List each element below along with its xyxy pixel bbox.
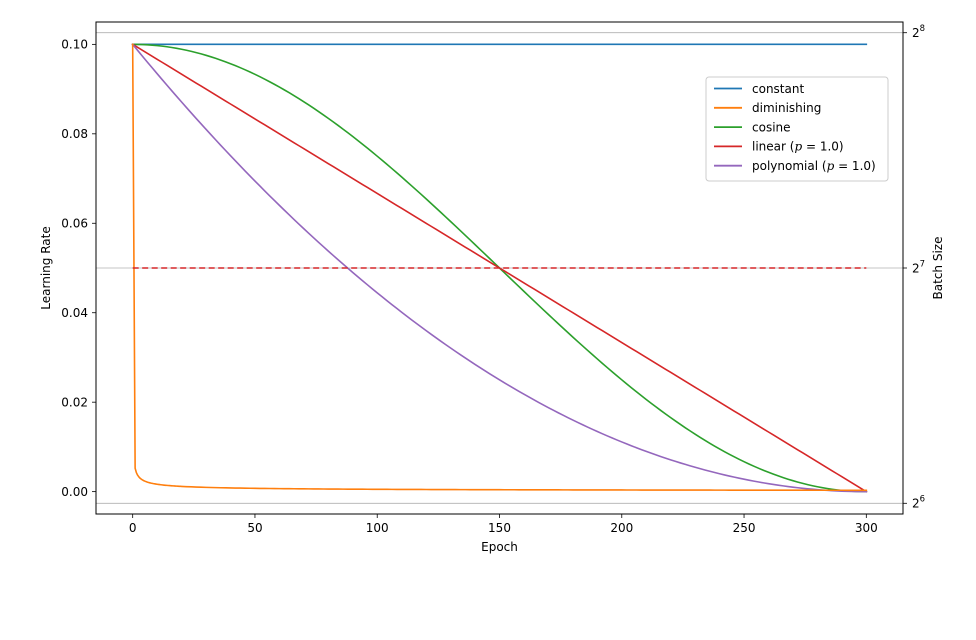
- y2-axis-label: Batch Size: [931, 237, 945, 300]
- x-axis-label: Epoch: [481, 540, 518, 554]
- y-tick-label-2: 0.04: [61, 306, 88, 320]
- legend-label-cosine: cosine: [752, 120, 791, 134]
- y-tick-label-3: 0.06: [61, 217, 88, 231]
- y2-tick-label-2: 28: [912, 24, 925, 40]
- y-tick-label-0: 0.00: [61, 485, 88, 499]
- y2-tick-label-0: 26: [912, 495, 925, 511]
- plot-series: [131, 43, 868, 493]
- x-tick-label-5: 250: [733, 521, 756, 535]
- legend: constant diminishing cosine linear (p = 1.0…: [705, 76, 889, 182]
- x-tick-label-1: 50: [247, 521, 262, 535]
- legend-label-diminishing: diminishing: [752, 101, 821, 115]
- y-tick-label-5: 0.10: [61, 38, 88, 52]
- legend-label-linear: linear (p = 1.0): [752, 140, 844, 154]
- x-tick-label-4: 200: [610, 521, 633, 535]
- x-tick-label-3: 150: [488, 521, 511, 535]
- axis-ticks: 0 50 100 150 200 250 300 0.00 0.02 0.04 0.06 0.08 0.…: [61, 24, 925, 535]
- x-tick-label-0: 0: [129, 521, 137, 535]
- legend-label-polynomial: polynomial (p = 1.0): [752, 159, 876, 173]
- y2-tick-label-1: 27: [912, 259, 925, 275]
- legend-label-constant: constant: [752, 82, 804, 96]
- y-tick-label-1: 0.02: [61, 395, 88, 409]
- legend-box: [705, 76, 889, 182]
- x-tick-label-2: 100: [366, 521, 389, 535]
- x-tick-label-6: 300: [855, 521, 878, 535]
- y-axis-label: Learning Rate: [39, 226, 53, 309]
- series-line-diminishing: [131, 43, 868, 492]
- y-tick-label-4: 0.08: [61, 127, 88, 141]
- series-line-polynomial: [131, 43, 868, 493]
